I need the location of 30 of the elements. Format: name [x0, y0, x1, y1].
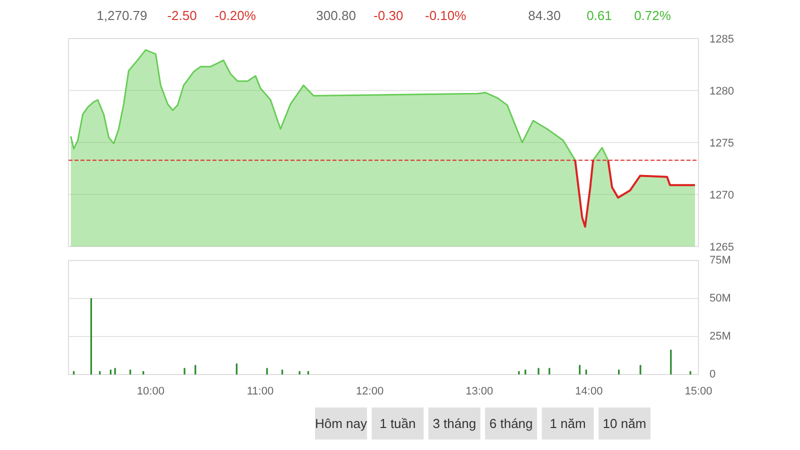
text: 0.61	[586, 8, 612, 23]
text: 1,270.79	[96, 8, 148, 23]
y-tick-label: 75M	[710, 254, 731, 266]
x-tick-label: 12:00	[356, 386, 384, 398]
x-tick-label: 15:00	[684, 386, 712, 398]
text: -2.50	[167, 8, 197, 23]
text: 6 tháng	[489, 416, 533, 431]
y-tick-label: 1265	[710, 242, 734, 254]
y-tick-label: 25M	[710, 330, 731, 342]
text: 3 tháng	[432, 416, 476, 431]
y-tick-label: 0	[710, 368, 716, 380]
text: 84.30	[528, 8, 561, 23]
x-tick-label: 11:00	[246, 386, 274, 398]
y-tick-label: 1270	[710, 190, 734, 202]
text: 1 năm	[550, 416, 586, 431]
text: 1 tuần	[380, 416, 416, 431]
x-tick-label: 13:00	[466, 386, 494, 398]
y-tick-label: 1285	[710, 34, 734, 46]
text: 300.80	[316, 8, 356, 23]
text: Hôm nay	[314, 416, 368, 431]
text: 0.72%	[634, 8, 672, 23]
y-tick-label: 1280	[710, 86, 734, 98]
x-tick-label: 14:00	[575, 386, 603, 398]
text: -0.10%	[425, 8, 467, 23]
text: -0.20%	[214, 8, 256, 23]
text: -0.30	[374, 8, 404, 23]
text: 10 năm	[602, 416, 646, 431]
y-tick-label: 1275	[710, 138, 734, 150]
x-tick-label: 10:00	[136, 386, 164, 398]
y-tick-label: 50M	[710, 292, 731, 304]
